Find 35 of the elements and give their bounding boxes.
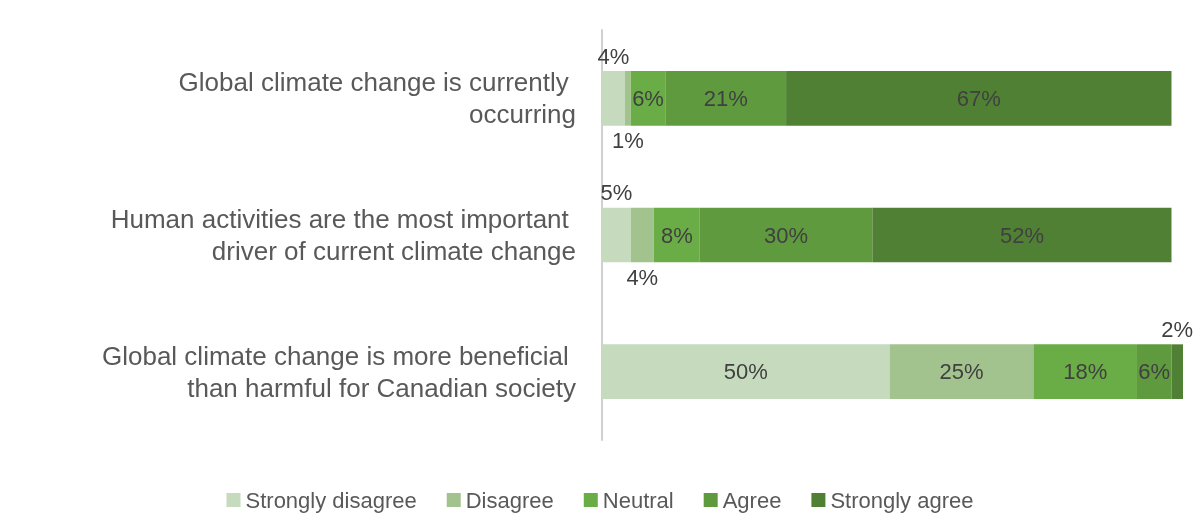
y-tick-label: Human activities are the most important driver of current climate change <box>110 204 576 266</box>
y-tick-label: Global climate change is currently occurring <box>178 67 576 130</box>
data-label: 2% <box>1161 316 1194 342</box>
data-label: 67% <box>956 85 1001 111</box>
bar <box>630 207 654 263</box>
data-label: 50% <box>723 359 768 385</box>
data-label: 6% <box>1138 359 1171 385</box>
data-label: 21% <box>703 85 748 111</box>
bar <box>1033 344 1137 399</box>
data-label: 25% <box>939 359 984 385</box>
bar <box>602 207 631 263</box>
bar <box>1171 344 1183 399</box>
data-label: 30% <box>764 222 809 248</box>
bar <box>786 71 1172 126</box>
data-label: 5% <box>600 180 633 206</box>
data-label: 52% <box>999 222 1044 248</box>
bar <box>602 71 626 126</box>
data-label: 1% <box>611 128 644 154</box>
bar <box>625 71 631 126</box>
legend-label: Agree <box>722 487 782 513</box>
data-label: 6% <box>632 85 664 111</box>
legend-label: Strongly agree <box>830 487 974 513</box>
y-tick-label: Global climate change is more beneficial than harmful for Canadian society <box>101 340 576 403</box>
legend-label: Strongly disagree <box>245 487 417 513</box>
data-label: 4% <box>626 264 659 290</box>
legend-label: Disagree <box>465 487 554 513</box>
data-label: 18% <box>1063 359 1108 385</box>
bar <box>665 71 787 126</box>
bar <box>699 207 873 263</box>
bar <box>602 344 890 399</box>
legend-label: Neutral <box>602 487 674 513</box>
bar <box>889 344 1034 399</box>
bar <box>872 207 1172 263</box>
data-label: 4% <box>597 43 630 69</box>
data-label: 8% <box>660 222 693 248</box>
